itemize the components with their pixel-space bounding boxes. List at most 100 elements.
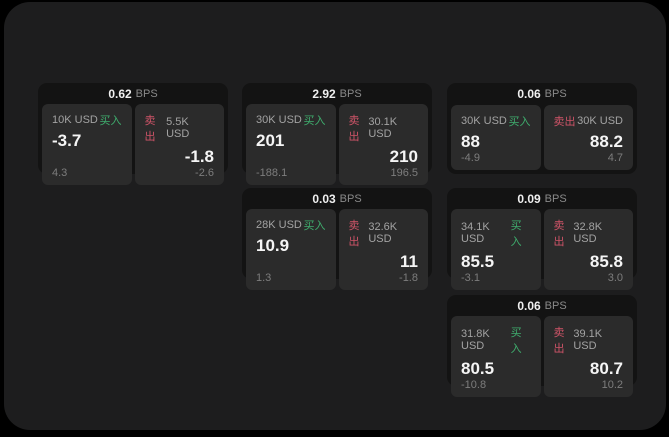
buy-side-label: 买入 <box>99 115 122 127</box>
buy-amount: 10K USD <box>52 114 98 126</box>
buy-amount: 30K USD <box>461 114 507 127</box>
buy-quote-panel[interactable]: 31.8K USD 买入 80.5 -10.8 <box>451 316 541 398</box>
sell-delta: 10.2 <box>601 379 623 392</box>
buy-quote-panel[interactable]: 28K USD 买入 10.9 1.3 <box>246 209 336 291</box>
buy-delta: -188.1 <box>256 167 288 180</box>
bps-unit-label: BPS <box>544 193 567 205</box>
card-header: 0.06 BPS <box>447 295 637 313</box>
sell-delta: -2.6 <box>195 167 214 180</box>
sell-delta: 3.0 <box>607 272 623 285</box>
buy-delta: -4.9 <box>461 152 480 164</box>
sell-quote-panel[interactable]: 卖出 30.1K USD 210 196.5 <box>338 104 428 186</box>
buy-price: 88 <box>461 131 480 151</box>
bps-unit-label: BPS <box>544 300 567 312</box>
sell-panel-header: 卖出 32.6K USD <box>349 217 419 249</box>
buy-side-label: 买入 <box>303 115 326 127</box>
sell-price: 210 <box>389 147 418 166</box>
bps-value: 2.92 <box>312 87 336 101</box>
sell-delta: 4.7 <box>607 152 623 164</box>
buy-side-label: 买入 <box>510 327 522 355</box>
bps-unit-label: BPS <box>544 88 567 101</box>
buy-panel-header: 30K USD 买入 <box>256 112 326 128</box>
sell-panel-header: 卖出 30K USD <box>554 113 624 129</box>
buy-quote-panel[interactable]: 34.1K USD 买入 85.5 -3.1 <box>451 209 541 291</box>
buy-amount: 34.1K USD <box>461 221 490 245</box>
card-header: 0.06 BPS <box>447 83 637 102</box>
sell-side-label: 卖出 <box>144 115 156 143</box>
buy-panel-header: 28K USD 买入 <box>256 217 326 233</box>
sell-side-label: 卖出 <box>553 220 565 248</box>
sell-amount: 30.1K USD <box>368 116 398 140</box>
buy-panel-header: 34.1K USD 买入 <box>461 217 531 249</box>
sell-quote-panel[interactable]: 卖出 39.1K USD 80.7 10.2 <box>543 316 633 398</box>
sell-amount: 30K USD <box>577 114 623 127</box>
quote-panels: 28K USD 买入 10.9 1.3 卖出 32.6K USD 11 -1.8 <box>246 209 428 291</box>
quote-card: 2.92 BPS 30K USD 买入 201 -188.1 卖出 30.1K … <box>242 83 432 186</box>
buy-quote-panel[interactable]: 30K USD 买入 201 -188.1 <box>246 104 336 186</box>
sell-delta: -1.8 <box>399 272 418 285</box>
sell-price: -1.8 <box>184 147 214 166</box>
buy-price: 10.9 <box>256 236 290 255</box>
sell-price: 85.8 <box>589 252 623 271</box>
buy-delta: -10.8 <box>461 379 487 392</box>
sell-side-label: 卖出 <box>553 327 565 355</box>
buy-amount: 30K USD <box>256 114 302 126</box>
sell-panel-header: 卖出 39.1K USD <box>554 324 624 356</box>
sell-amount: 5.5K USD <box>166 116 190 140</box>
sell-quote-panel[interactable]: 卖出 32.8K USD 85.8 3.0 <box>543 209 633 291</box>
sell-side-label: 卖出 <box>348 115 360 143</box>
buy-side-label: 买入 <box>508 115 531 128</box>
quote-card: 0.09 BPS 34.1K USD 买入 85.5 -3.1 卖出 32.8K… <box>447 188 637 291</box>
buy-amount: 31.8K USD <box>461 328 490 352</box>
quote-card: 0.62 BPS 10K USD 买入 -3.7 4.3 卖出 5.5K USD… <box>38 83 228 186</box>
buy-price: 80.5 <box>461 359 495 378</box>
quote-panels: 34.1K USD 买入 85.5 -3.1 卖出 32.8K USD 85.8… <box>451 209 633 291</box>
buy-price: 85.5 <box>461 252 495 271</box>
quote-panels: 10K USD 买入 -3.7 4.3 卖出 5.5K USD -1.8 -2.… <box>42 104 224 186</box>
buy-side-label: 买入 <box>510 220 522 248</box>
sell-quote-panel[interactable]: 卖出 5.5K USD -1.8 -2.6 <box>134 104 224 186</box>
sell-price: 11 <box>400 252 418 271</box>
buy-panel-header: 30K USD 买入 <box>461 113 531 129</box>
sell-side-label: 卖出 <box>553 115 576 128</box>
sell-amount: 32.8K USD <box>573 221 603 245</box>
buy-delta: 1.3 <box>256 272 272 285</box>
bps-value: 0.62 <box>108 87 132 101</box>
buy-delta: -3.1 <box>461 272 480 285</box>
sell-panel-header: 卖出 30.1K USD <box>349 112 419 144</box>
buy-panel-header: 10K USD 买入 <box>52 112 122 128</box>
buy-price: 201 <box>256 131 285 150</box>
bps-unit-label: BPS <box>339 88 362 100</box>
sell-quote-panel[interactable]: 卖出 30K USD 88.2 4.7 <box>543 104 633 170</box>
sell-amount: 39.1K USD <box>573 328 603 352</box>
card-header: 0.03 BPS <box>242 188 432 206</box>
sell-price: 80.7 <box>589 359 623 378</box>
bps-unit-label: BPS <box>135 88 158 100</box>
bps-unit-label: BPS <box>339 193 362 205</box>
sell-panel-header: 卖出 5.5K USD <box>145 112 215 144</box>
sell-quote-panel[interactable]: 卖出 32.6K USD 11 -1.8 <box>338 209 428 291</box>
quote-panels: 30K USD 买入 88 -4.9 卖出 30K USD 88.2 4.7 <box>451 104 633 170</box>
sell-amount: 32.6K USD <box>368 221 398 245</box>
buy-price: -3.7 <box>52 131 82 150</box>
buy-quote-panel[interactable]: 30K USD 买入 88 -4.9 <box>451 104 541 170</box>
buy-quote-panel[interactable]: 10K USD 买入 -3.7 4.3 <box>42 104 132 186</box>
card-header: 0.62 BPS <box>38 83 228 101</box>
bps-value: 0.06 <box>517 87 541 102</box>
buy-amount: 28K USD <box>256 219 302 231</box>
bps-value: 0.09 <box>517 192 541 206</box>
sell-delta: 196.5 <box>390 167 418 180</box>
card-header: 0.09 BPS <box>447 188 637 206</box>
app-window: 0.62 BPS 10K USD 买入 -3.7 4.3 卖出 5.5K USD… <box>4 2 666 430</box>
bps-value: 0.06 <box>517 299 541 313</box>
quote-card: 0.06 BPS 30K USD 买入 88 -4.9 卖出 30K USD 8… <box>447 83 637 174</box>
bps-value: 0.03 <box>312 192 336 206</box>
quote-panels: 30K USD 买入 201 -188.1 卖出 30.1K USD 210 1… <box>246 104 428 186</box>
card-header: 2.92 BPS <box>242 83 432 101</box>
quote-card: 0.06 BPS 31.8K USD 买入 80.5 -10.8 卖出 39.1… <box>447 295 637 398</box>
quote-panels: 31.8K USD 买入 80.5 -10.8 卖出 39.1K USD 80.… <box>451 316 633 398</box>
sell-price: 88.2 <box>589 131 623 151</box>
buy-panel-header: 31.8K USD 买入 <box>461 324 531 356</box>
buy-delta: 4.3 <box>52 167 68 180</box>
quote-card: 0.03 BPS 28K USD 买入 10.9 1.3 卖出 32.6K US… <box>242 188 432 291</box>
